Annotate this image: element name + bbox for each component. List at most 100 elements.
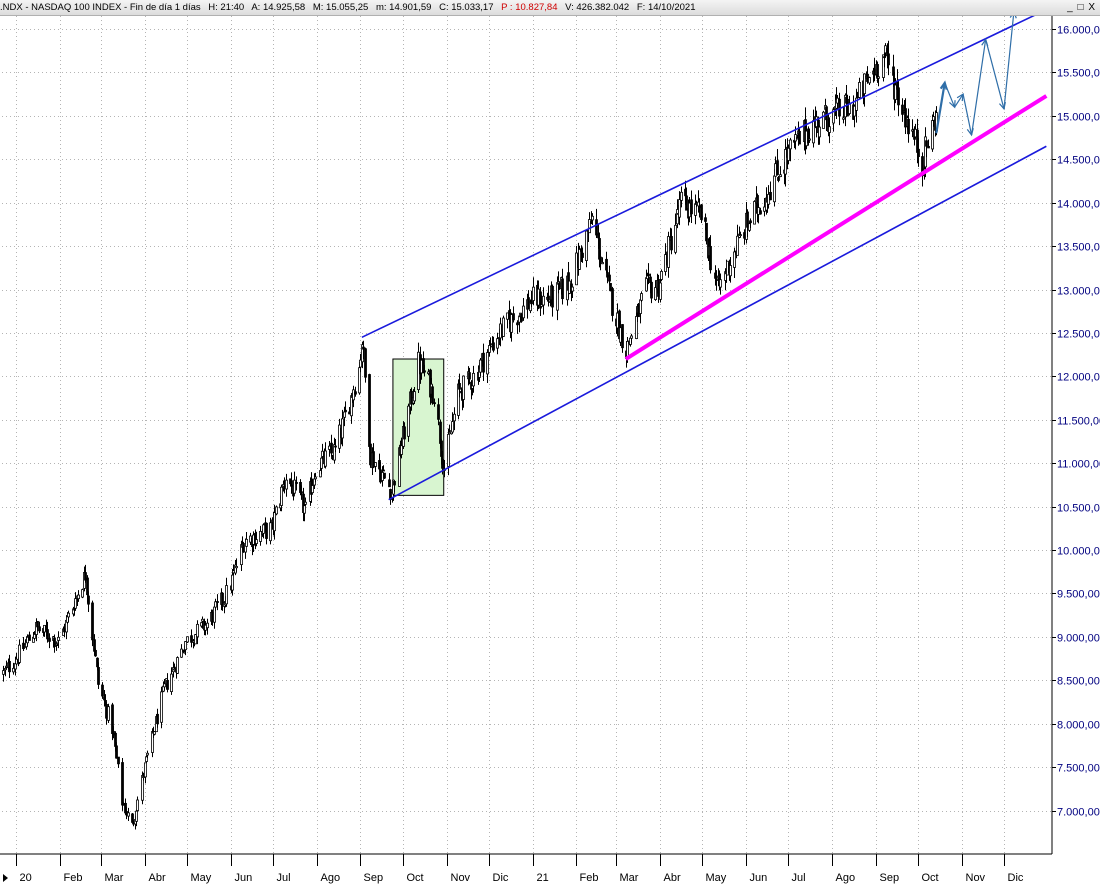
x-tick-label: Ago <box>836 872 856 884</box>
candle-body <box>135 810 138 822</box>
y-tick-label: 14.000,00 <box>1057 199 1100 211</box>
candle-body <box>407 405 410 437</box>
candle-body <box>808 138 811 141</box>
candle-body <box>364 348 367 378</box>
candle-body <box>91 602 94 641</box>
candle-body <box>77 594 80 600</box>
candle-body <box>127 812 130 817</box>
candle-body <box>595 219 598 236</box>
x-tick-label: Mar <box>105 872 124 884</box>
projection-segment <box>985 39 1005 110</box>
x-tick-label: Nov <box>966 872 986 884</box>
candle-body <box>611 288 614 316</box>
candle-body <box>265 522 268 539</box>
candle-body <box>362 346 365 350</box>
maximize-icon[interactable]: □ <box>1077 2 1085 13</box>
candle-body <box>153 731 156 735</box>
projection-segment <box>954 93 964 108</box>
candle-body <box>368 374 371 447</box>
candle-body <box>551 285 554 308</box>
y-tick-label: 12.500,00 <box>1057 329 1100 341</box>
scroll-arrow-icon[interactable] <box>3 874 8 882</box>
candle-body <box>12 667 15 673</box>
projection-segment <box>935 82 946 134</box>
candle-body <box>575 252 578 286</box>
candle-body <box>275 506 278 515</box>
candle-body <box>640 293 643 301</box>
x-tick-label: Nov <box>451 872 471 884</box>
candle-body <box>825 106 828 121</box>
low-readout: m: 14.901,59 <box>375 2 432 13</box>
candle-body <box>295 482 298 484</box>
volume-readout: V: 426.382.042 <box>565 2 630 13</box>
x-tick-label: Dic <box>1008 872 1024 884</box>
candle-body <box>798 130 801 145</box>
chart-titlebar: .NDX - NASDAQ 100 INDEX - Fin de día 1 d… <box>0 0 1100 16</box>
candle-body <box>184 641 187 651</box>
candle-body <box>221 592 224 605</box>
candle-body <box>482 352 485 373</box>
y-tick-label: 8.000,00 <box>1057 720 1100 732</box>
x-tick-label: Sep <box>364 872 384 884</box>
candle-body <box>334 445 337 448</box>
candle-body <box>18 644 21 663</box>
candle-body <box>354 391 357 395</box>
candle-body <box>84 572 87 581</box>
candle-body <box>453 413 456 422</box>
candle-body <box>341 418 344 439</box>
y-tick-label: 9.500,00 <box>1057 589 1100 601</box>
candle-body <box>719 279 722 288</box>
x-tick-label: Abr <box>664 872 681 884</box>
candle-body <box>48 638 51 642</box>
candle-body <box>828 126 831 133</box>
candle-body <box>194 634 197 645</box>
projection-segment <box>962 94 973 136</box>
candle-body <box>8 661 11 673</box>
minimize-icon[interactable]: _ <box>1067 2 1074 13</box>
candle-body <box>635 316 638 339</box>
candle-body <box>678 199 681 218</box>
x-tick-label: Jun <box>235 872 253 884</box>
candle-body <box>530 300 533 305</box>
candle-body <box>876 64 879 79</box>
candle-body <box>38 626 41 632</box>
candle-body <box>496 338 499 349</box>
candle-body <box>654 287 657 301</box>
candle-body <box>170 673 173 693</box>
candle-body <box>588 219 591 234</box>
candle-body <box>883 56 886 59</box>
candle-body <box>458 383 461 390</box>
x-tick-label: Abr <box>149 872 166 884</box>
candle-body <box>858 82 861 98</box>
candle-body <box>81 589 84 598</box>
candle-body <box>383 472 386 479</box>
candle-body <box>715 279 718 281</box>
candle-body <box>447 433 450 467</box>
y-tick-label: 13.500,00 <box>1057 242 1100 254</box>
price-chart[interactable]: 16.000,00 15.500,00 15.000,00 14.500,00 14.0… <box>0 16 1100 889</box>
date-readout: F: 14/10/2021 <box>636 2 696 13</box>
x-tick-label: Mar <box>620 872 639 884</box>
candle-body <box>749 220 752 224</box>
candle-body <box>818 126 821 138</box>
candle-body <box>160 691 163 723</box>
candle-body <box>262 524 265 534</box>
p-readout: P : 10.827,84 <box>501 2 558 13</box>
candle-body <box>932 116 935 121</box>
candle-body <box>393 481 396 486</box>
candle-body <box>927 145 930 149</box>
candle-body <box>451 421 454 433</box>
candle-body <box>753 201 756 225</box>
y-axis: 16.000,00 15.500,00 15.000,00 14.500,00 14.0… <box>1051 16 1100 854</box>
candle-body <box>245 538 248 547</box>
candle-body <box>400 445 403 455</box>
x-tick-label: Jul <box>277 872 291 884</box>
candle-body <box>647 273 650 277</box>
candle-body <box>540 304 543 307</box>
candle-body <box>542 295 545 306</box>
close-icon[interactable]: X <box>1088 2 1096 13</box>
candle-body <box>372 451 375 468</box>
hour-readout: H: 21:40 <box>208 2 245 13</box>
candle-body <box>344 409 347 413</box>
candle-body <box>784 149 787 175</box>
